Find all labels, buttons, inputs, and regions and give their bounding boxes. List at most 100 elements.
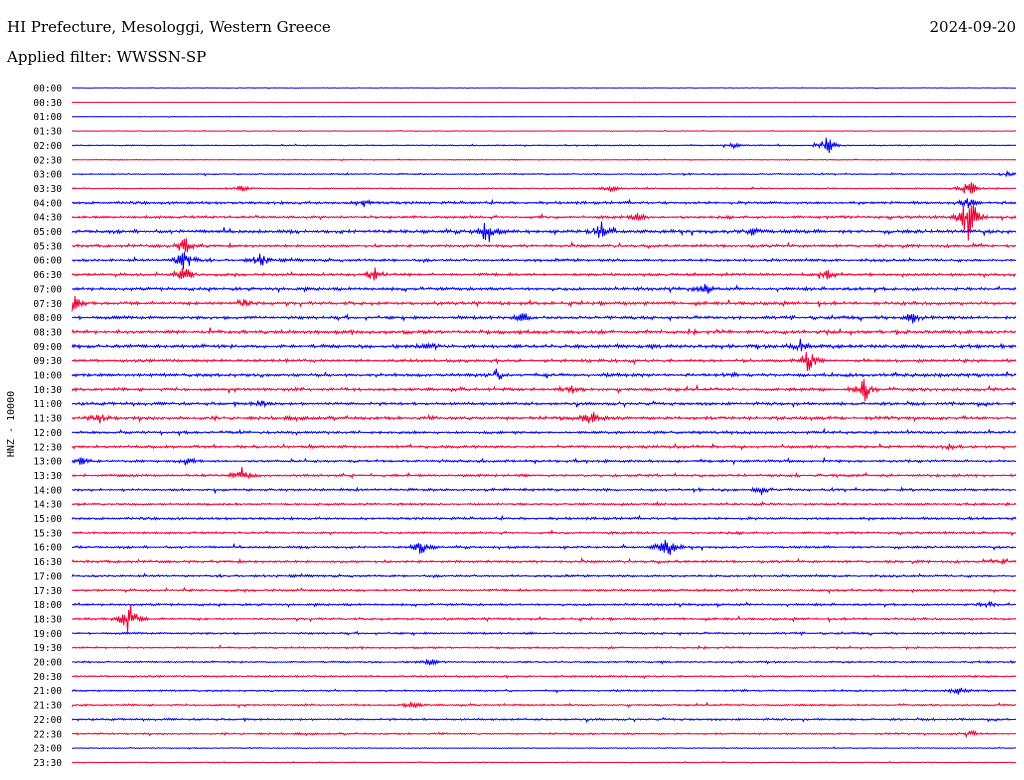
time-tick-label: 12:30 [33, 442, 62, 453]
time-tick-label: 13:30 [33, 471, 62, 482]
seismic-trace-0630 [71, 267, 1017, 281]
seismic-trace-2200 [71, 716, 1017, 724]
time-tick-label: 21:30 [33, 701, 62, 712]
time-tick-label: 18:30 [33, 614, 62, 625]
filter-label: Applied filter: WWSSN-SP [7, 48, 207, 66]
seismic-trace-1830 [71, 604, 1017, 633]
time-tick-label: 09:30 [33, 356, 62, 367]
time-tick-label: 09:00 [33, 342, 62, 353]
time-tick-label: 15:00 [33, 514, 62, 525]
seismic-trace-0930 [71, 351, 1017, 372]
date-label: 2024-09-20 [929, 18, 1016, 36]
seismic-trace-1530 [71, 529, 1017, 537]
seismic-trace-1400 [72, 486, 1017, 496]
time-tick-label: 16:00 [33, 543, 62, 554]
seismic-trace-1330 [71, 467, 1017, 480]
time-tick-label: 22:30 [33, 729, 62, 740]
seismic-trace-2130 [71, 701, 1017, 709]
station-title: HI Prefecture, Mesologgi, Western Greece [7, 18, 331, 36]
time-tick-label: 17:30 [33, 586, 62, 597]
time-tick-label: 12:00 [33, 428, 62, 439]
seismic-trace-1600 [71, 539, 1017, 556]
seismic-trace-0030 [71, 101, 1017, 104]
seismic-trace-1700 [71, 572, 1017, 579]
time-tick-label: 23:30 [33, 758, 62, 769]
time-tick-label: 07:30 [33, 299, 62, 310]
seismic-trace-0230 [71, 158, 1017, 162]
seismic-trace-1430 [71, 500, 1017, 507]
time-tick-label: 11:00 [33, 399, 62, 410]
seismic-trace-0430 [71, 203, 1017, 241]
seismic-trace-0300 [71, 169, 1017, 178]
seismic-trace-1130 [71, 411, 1017, 424]
time-tick-label: 15:30 [33, 528, 62, 539]
time-tick-label: 22:00 [33, 715, 62, 726]
seismic-trace-0900 [71, 338, 1017, 352]
time-tick-label: 20:00 [33, 658, 62, 669]
time-tick-label: 17:00 [33, 571, 62, 582]
time-tick-label: 03:30 [33, 184, 62, 195]
seismic-trace-0000 [71, 87, 1017, 90]
seismic-trace-0200 [71, 137, 1017, 153]
seismic-trace-0730 [71, 295, 1017, 312]
seismic-trace-1200 [71, 427, 1017, 437]
time-tick-label: 02:00 [33, 141, 62, 152]
seismic-trace-1930 [71, 644, 1017, 651]
time-tick-label: 08:00 [33, 313, 62, 324]
time-tick-label: 04:30 [33, 213, 62, 224]
seismic-trace-1000 [71, 368, 1017, 380]
time-tick-label: 06:00 [33, 256, 62, 267]
time-tick-label: 05:00 [33, 227, 62, 238]
seismic-trace-0830 [71, 327, 1017, 337]
seismic-trace-0400 [71, 198, 1017, 209]
time-tick-label: 01:30 [33, 127, 62, 138]
seismic-trace-1500 [71, 514, 1017, 522]
seismic-trace-2000 [71, 659, 1017, 666]
time-tick-label: 14:00 [33, 485, 62, 496]
seismic-trace-1730 [71, 586, 1017, 595]
time-tick-label: 00:00 [33, 84, 62, 95]
seismic-trace-2030 [71, 674, 1017, 680]
seismic-trace-2100 [71, 687, 1017, 695]
time-tick-label: 06:30 [33, 270, 62, 281]
seismic-trace-0100 [71, 115, 1017, 118]
seismic-trace-1030 [71, 378, 1017, 402]
time-tick-label: 19:30 [33, 643, 62, 654]
time-tick-label: 10:00 [33, 371, 62, 382]
time-tick-label: 21:00 [33, 686, 62, 697]
time-tick-label: 01:00 [33, 112, 62, 123]
seismic-trace-1900 [71, 630, 1017, 637]
seismic-trace-1800 [71, 600, 1017, 609]
seismic-trace-2330 [71, 760, 1017, 764]
time-tick-label: 20:30 [33, 672, 62, 683]
seismic-trace-0530 [71, 238, 1017, 253]
seismic-trace-2230 [71, 729, 1017, 739]
seismic-trace-0130 [71, 129, 1017, 133]
time-tick-label: 10:30 [33, 385, 62, 396]
time-tick-label: 07:00 [33, 284, 62, 295]
time-tick-label: 23:00 [33, 744, 62, 755]
time-tick-label: 11:30 [33, 414, 62, 425]
time-tick-label: 18:00 [33, 600, 62, 611]
time-tick-label: 13:00 [33, 457, 62, 468]
seismic-trace-0700 [71, 283, 1017, 294]
seismic-trace-1300 [71, 456, 1017, 466]
time-tick-label: 14:30 [33, 500, 62, 511]
seismic-trace-2300 [71, 746, 1017, 750]
time-tick-label: 19:00 [33, 629, 62, 640]
time-tick-label: 00:30 [33, 98, 62, 109]
seismic-trace-1630 [71, 556, 1017, 566]
seismic-trace-1230 [71, 442, 1017, 452]
seismic-trace-0500 [71, 221, 1017, 243]
seismic-trace-0800 [71, 313, 1017, 324]
time-tick-label: 16:30 [33, 557, 62, 568]
time-tick-label: 04:00 [33, 198, 62, 209]
seismic-trace-0330 [71, 182, 1017, 194]
time-tick-label: 02:30 [33, 155, 62, 166]
time-tick-label: 03:00 [33, 170, 62, 181]
time-tick-label: 05:30 [33, 241, 62, 252]
seismic-trace-0600 [71, 252, 1017, 270]
time-tick-label: 08:30 [33, 327, 62, 338]
seismic-trace-1100 [71, 400, 1017, 409]
